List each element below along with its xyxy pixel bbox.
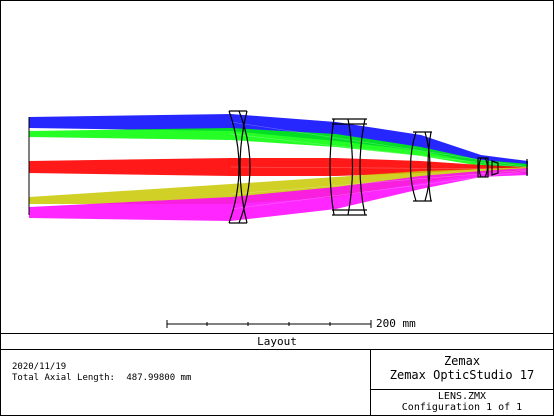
- total-axial-length-value: 487.99800 mm: [126, 373, 192, 383]
- configuration-label: Configuration 1 of 1: [401, 402, 523, 413]
- plot-caption: Layout: [0, 333, 554, 350]
- scale-bar: [166, 320, 372, 328]
- total-axial-length-row: Total Axial Length: 487.99800 mm: [12, 373, 191, 383]
- ray-bundle-field-3: [29, 158, 528, 176]
- lens-4: [477, 157, 499, 178]
- ray-bundle-field-4: [29, 167, 528, 204]
- lens-3: [409, 131, 432, 202]
- total-axial-length-label: Total Axial Length:: [12, 373, 115, 383]
- info-left-panel: 2020/11/19 Total Axial Length: 487.99800…: [1, 349, 371, 415]
- ray-bundles: [29, 114, 529, 221]
- company-name: Zemax: [443, 354, 481, 368]
- optical-layout-diagram: [28, 110, 529, 328]
- ray-bundle-field-5: [29, 168, 528, 221]
- file-name: LENS.ZMX: [437, 391, 487, 402]
- date-text: 2020/11/19: [12, 362, 67, 372]
- scale-bar-label: 200 mm: [376, 317, 416, 330]
- info-block: 2020/11/19 Total Axial Length: 487.99800…: [0, 349, 554, 416]
- layout-plot-area: 200 mm: [0, 0, 554, 333]
- lens-1: [228, 110, 251, 224]
- lens-2: [329, 118, 367, 216]
- lens-elements: [228, 110, 528, 224]
- vendor-panel: Zemax Zemax OpticStudio 17: [371, 349, 553, 390]
- file-panel: LENS.ZMX Configuration 1 of 1: [371, 390, 553, 415]
- product-name: Zemax OpticStudio 17: [389, 368, 535, 382]
- ray-bundle-field-1: [29, 114, 528, 174]
